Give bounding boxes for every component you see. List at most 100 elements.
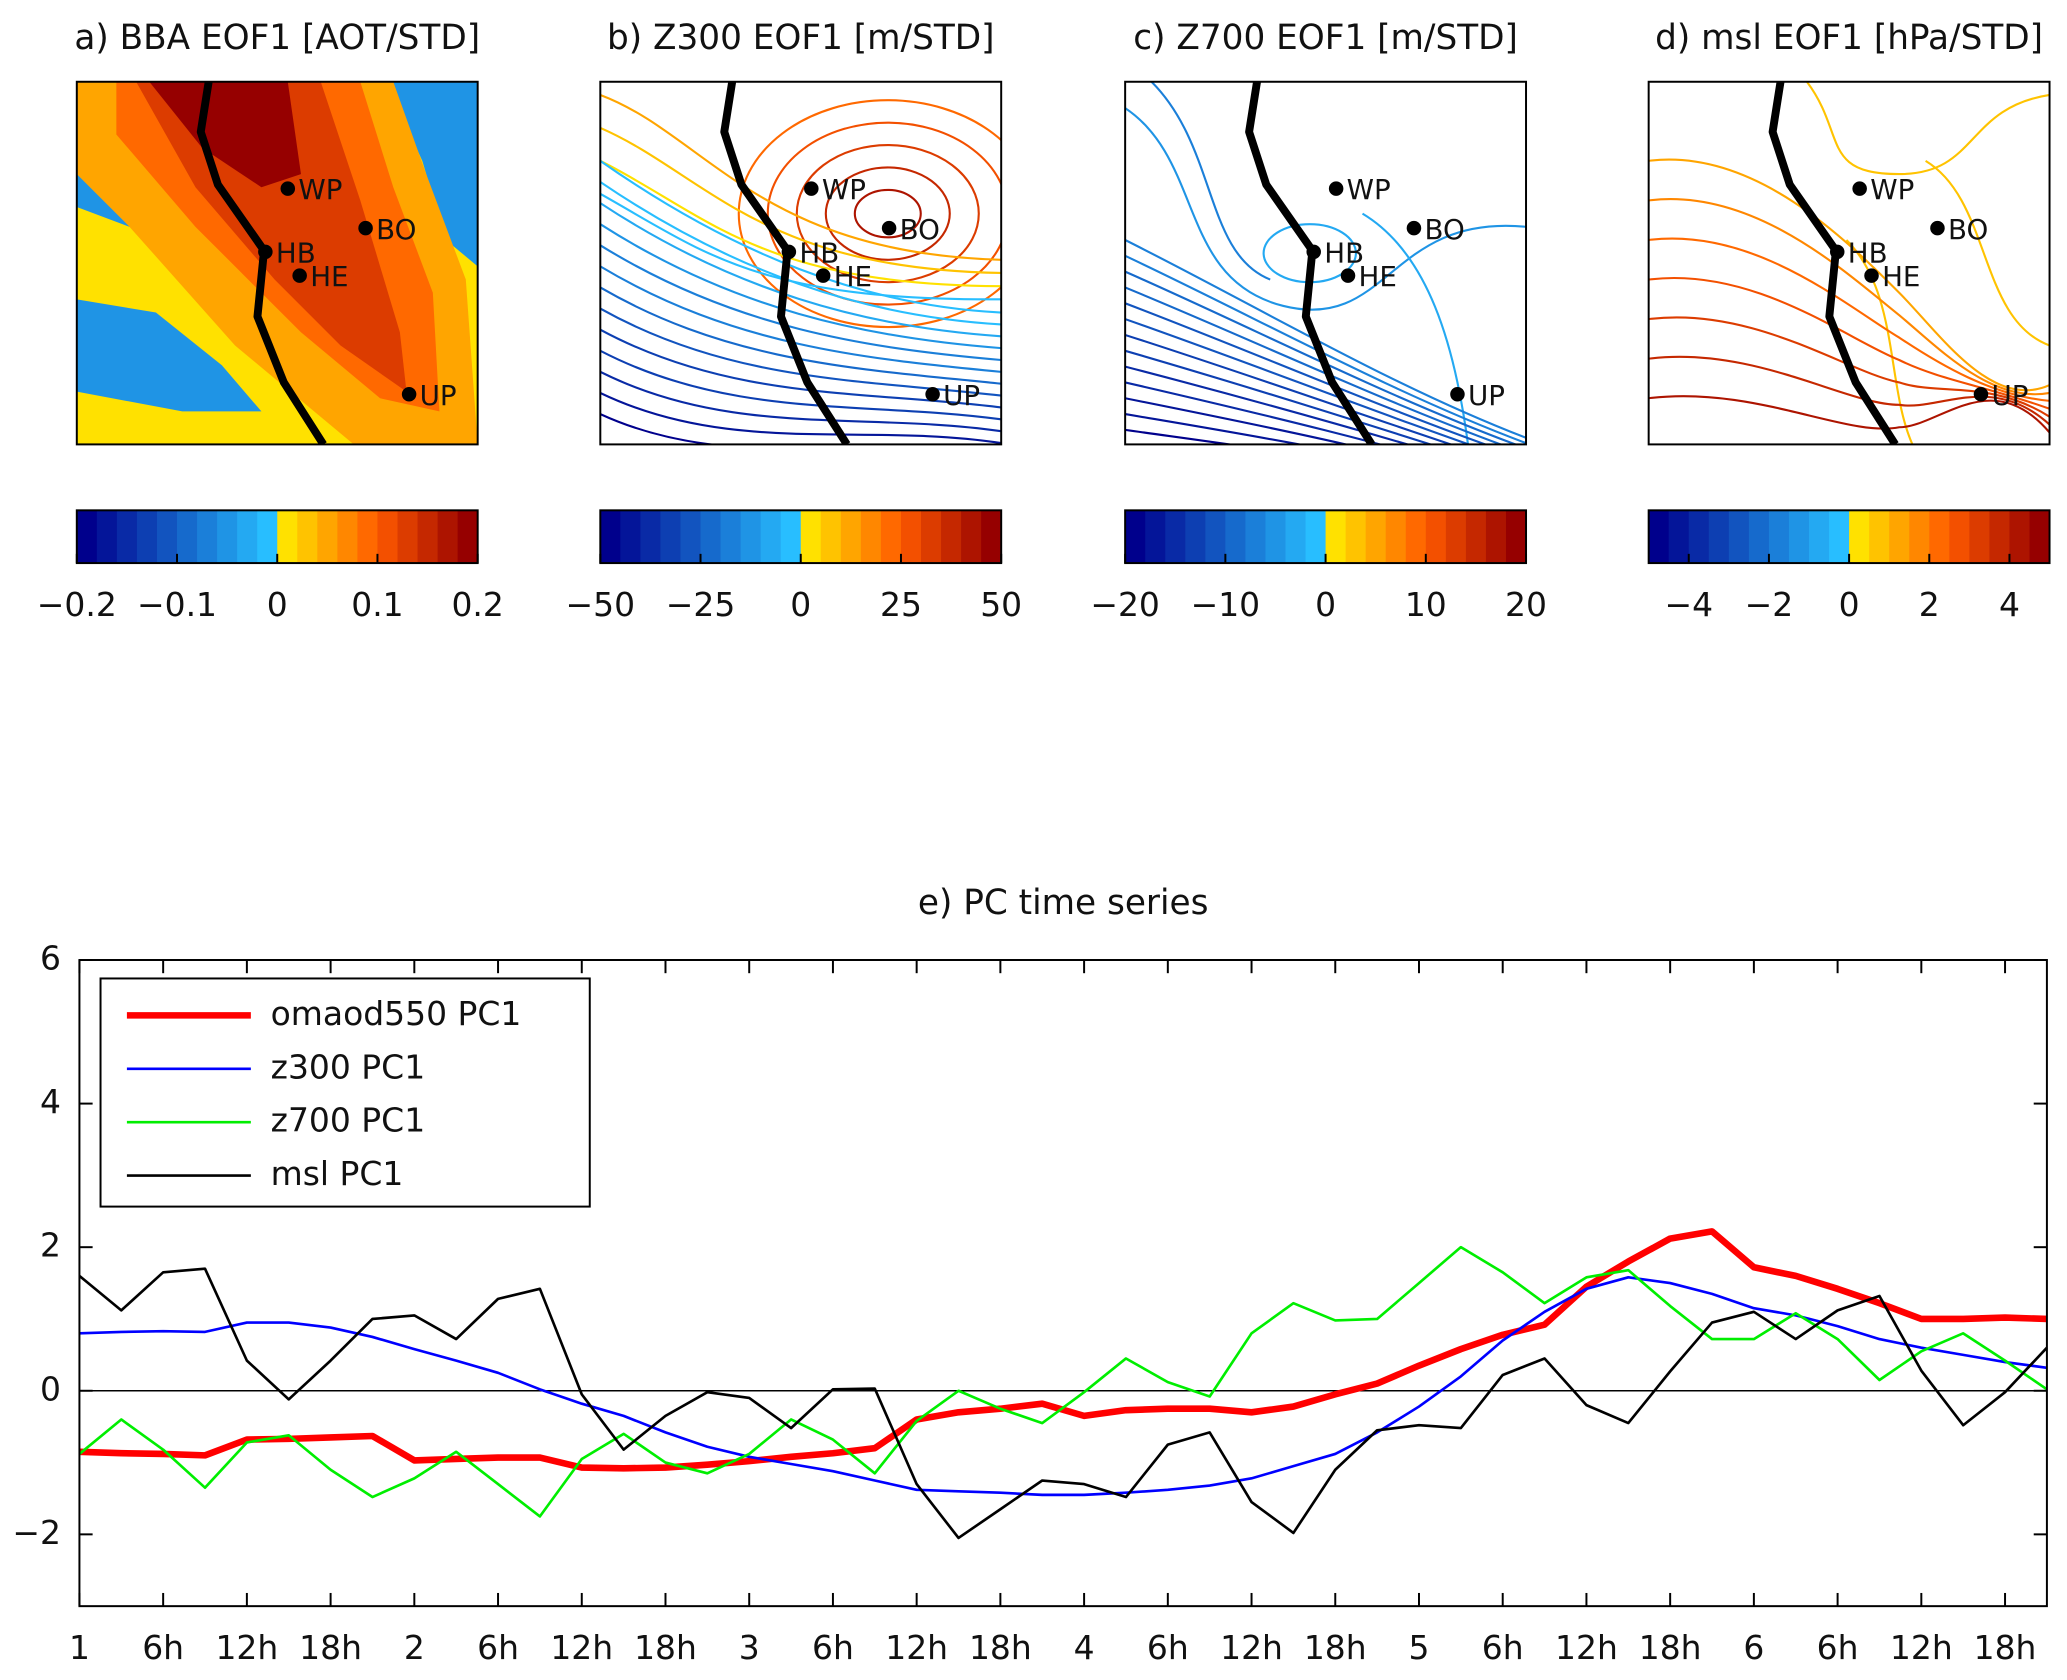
x-tick-label: 12h (1220, 1628, 1283, 1667)
colorbar-cell (437, 510, 459, 564)
colorbar-tick-label: 50 (980, 585, 1022, 624)
colorbar-tick-label: 0 (267, 585, 288, 624)
x-tick-label: 6h (142, 1628, 184, 1667)
colorbar-cell (1465, 510, 1487, 564)
colorbar-cell (1185, 510, 1206, 564)
station-dot (1328, 181, 1344, 196)
map-title: c) Z700 EOF1 [m/STD] (1133, 18, 1518, 58)
colorbar-cell (1385, 510, 1407, 564)
contour (1648, 198, 2050, 396)
colorbar-cell (760, 510, 782, 564)
contour (1806, 81, 2050, 176)
map-frame (1124, 80, 1528, 446)
colorbar-tick-label: −10 (1191, 585, 1261, 624)
colorbar-cell (1165, 510, 1186, 564)
colorbar-cell (981, 510, 1002, 564)
colorbar-cell (1405, 510, 1427, 564)
series-line (79, 1228, 2048, 1472)
colorbar-cell (417, 510, 439, 564)
colorbar-cell (1849, 510, 1870, 564)
station-label: HB (799, 237, 839, 270)
contour (600, 370, 1002, 433)
map-frame (1647, 80, 2051, 446)
map-title: a) BBA EOF1 [AOT/STD] (74, 18, 480, 58)
contour (1125, 428, 1238, 445)
x-tick-label: 12h (1555, 1628, 1618, 1667)
contour (600, 392, 1002, 445)
colorbar-cell (1225, 510, 1247, 564)
station-dot (1973, 387, 1989, 402)
station-label: BO (1424, 213, 1464, 246)
contour (795, 144, 980, 284)
x-tick-label: 5 (1409, 1628, 1430, 1667)
colorbar-cell (1909, 510, 1930, 564)
colorbar-cell (277, 510, 298, 564)
colorbar-cell (1788, 510, 1810, 564)
colorbar-tick-label: 25 (880, 585, 922, 624)
station-dot (1852, 181, 1867, 196)
colorbar-cell (1708, 510, 1730, 564)
colorbar-cell (840, 510, 862, 564)
station-label: WP (298, 173, 342, 206)
y-tick-label: 2 (40, 1226, 61, 1265)
contour (1125, 333, 1454, 445)
y-tick-label: 6 (40, 938, 61, 977)
colorbar-cell (1969, 510, 1991, 564)
colorbar-cell (941, 510, 962, 564)
colorbar-cell (2029, 510, 2051, 564)
contour (1125, 365, 1412, 445)
contour (1125, 286, 1504, 445)
contour (600, 160, 1002, 314)
colorbar-cell (2009, 510, 2031, 564)
contour (853, 188, 922, 239)
colorbar-cell (1829, 510, 1850, 564)
station-dot (1340, 268, 1356, 283)
contour (824, 166, 951, 261)
contour (1125, 349, 1434, 445)
colorbar-cell (197, 510, 218, 564)
colorbar-tick-label: −0.2 (37, 585, 117, 624)
x-tick-label: 18h (1974, 1628, 2037, 1667)
contour (600, 223, 1002, 350)
field (76, 299, 262, 412)
contour (1648, 395, 2050, 434)
x-tick-label: 18h (1304, 1628, 1367, 1667)
contour (1845, 239, 1914, 445)
station-dot (1864, 268, 1879, 283)
chart-title: e) PC time series (918, 883, 1209, 923)
plot-frame (78, 959, 2048, 1608)
colorbar-tick-label: 0.2 (451, 585, 503, 624)
colorbar-cell (620, 510, 642, 564)
colorbar-tick-label: −50 (566, 585, 636, 624)
colorbar-cell (640, 510, 662, 564)
map-title: b) Z300 EOF1 [m/STD] (607, 18, 995, 58)
x-tick-label: 6h (1817, 1628, 1859, 1667)
x-tick-label: 6h (812, 1628, 854, 1667)
x-tick-label: 12h (215, 1628, 278, 1667)
colorbar-cell (237, 510, 258, 564)
x-tick-label: 4 (1074, 1628, 1095, 1667)
colorbar-cell (1285, 510, 1307, 564)
contour (1648, 277, 2050, 410)
colorbar-cell (457, 510, 479, 564)
x-tick-label: 18h (1639, 1628, 1702, 1667)
x-tick-label: 12h (550, 1628, 613, 1667)
colorbar-tick-label: −20 (1090, 585, 1160, 624)
colorbar-cell (1809, 510, 1830, 564)
field (149, 81, 301, 188)
colorbar-cell (860, 510, 882, 564)
colorbar-cell (96, 510, 118, 564)
legend-label: z300 PC1 (271, 1047, 426, 1086)
colorbar-tick-label: −2 (1745, 585, 1794, 624)
colorbar-tick-label: 2 (1919, 585, 1940, 624)
contour (1925, 159, 2050, 347)
contour (1648, 355, 2050, 426)
colorbar-cell (700, 510, 722, 564)
colorbar-cell (1728, 510, 1750, 564)
x-tick-label: 18h (969, 1628, 1032, 1667)
colorbar-cell (740, 510, 762, 564)
x-tick-label: 6 (1743, 1628, 1764, 1667)
legend-label: omaod550 PC1 (271, 994, 522, 1033)
x-tick-label: 6h (477, 1628, 519, 1667)
